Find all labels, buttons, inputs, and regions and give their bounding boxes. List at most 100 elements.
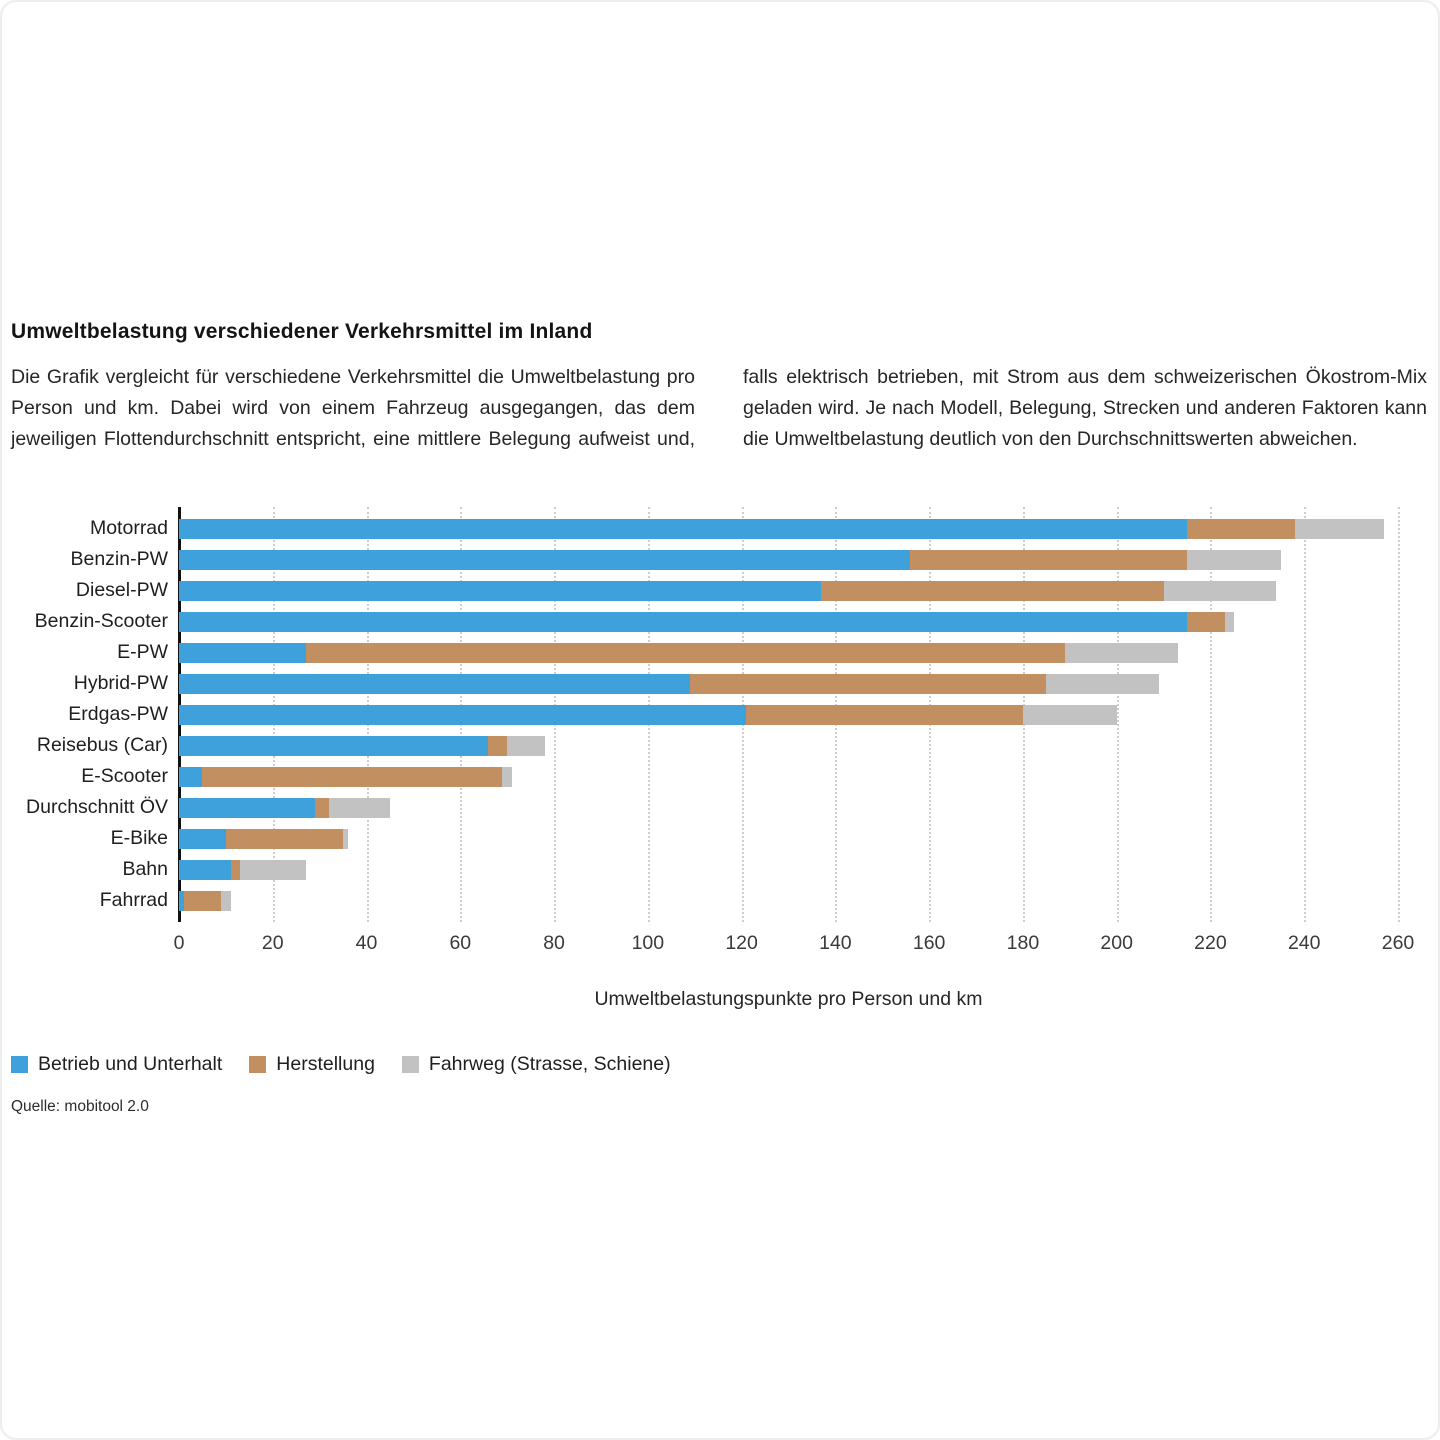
bar-segment [230, 859, 240, 880]
bar-segment [1046, 673, 1159, 694]
x-tick-label: 180 [1006, 932, 1040, 954]
bar-segment [179, 735, 489, 756]
intro-text: Die Grafik vergleicht für verschiedene V… [11, 366, 1427, 450]
stacked-bar [179, 580, 1398, 601]
chart-row: Durchschnitt ÖV [2, 792, 1438, 823]
category-label: Durchschnitt ÖV [26, 796, 168, 818]
x-tick-label: 20 [261, 932, 284, 954]
bar-segment [1294, 518, 1384, 539]
chart-row: Hybrid-PW [2, 668, 1438, 699]
bar-segment [183, 890, 222, 911]
bar-segment [343, 828, 348, 849]
chart-row: Bahn [2, 854, 1438, 885]
bar-segment [179, 518, 1188, 539]
bar-segment [1163, 580, 1277, 601]
stacked-bar [179, 766, 1398, 787]
bar-segment [329, 797, 390, 818]
category-label: E-PW [117, 641, 168, 663]
x-tick-label: 260 [1381, 932, 1415, 954]
chart-row: E-PW [2, 637, 1438, 668]
bar-segment [502, 766, 512, 787]
chart-rows: Motorrad Benzin-PW Diesel-PW Benzin-Scooter… [2, 513, 1438, 916]
stacked-bar [179, 890, 1398, 911]
bar-segment [821, 580, 1164, 601]
bar-segment [1065, 642, 1178, 663]
stacked-bar [179, 797, 1398, 818]
stacked-bar [179, 673, 1398, 694]
legend-item: Fahrweg (Strasse, Schiene) [401, 1053, 671, 1076]
category-label: Diesel-PW [75, 579, 168, 601]
legend-swatch [401, 1056, 419, 1073]
bar-segment [1022, 704, 1117, 725]
bar-segment [507, 735, 545, 756]
x-tick-label: 140 [819, 932, 852, 954]
category-label: Hybrid-PW [73, 672, 168, 694]
chart-row: Erdgas-PW [2, 699, 1438, 730]
legend-label: Fahrweg (Strasse, Schiene) [428, 1053, 671, 1075]
chart-row: Benzin-PW [2, 544, 1438, 575]
stacked-bar [179, 859, 1398, 880]
stacked-bar [179, 518, 1398, 539]
category-label: Benzin-Scooter [34, 610, 168, 632]
bar-segment [202, 766, 503, 787]
bar-segment [910, 549, 1187, 570]
bar-segment [179, 673, 691, 694]
bar-segment [221, 890, 231, 911]
bar-segment [1224, 611, 1234, 632]
chart-row: Fahrrad [2, 885, 1438, 916]
category-label: E-Bike [110, 827, 168, 849]
x-tick-label: 220 [1194, 932, 1227, 954]
x-tick-label: 100 [631, 932, 665, 954]
bar-segment [179, 890, 184, 911]
x-axis-label: Umweltbelastungspunkte pro Person und km [594, 988, 983, 1010]
bar-segment [179, 580, 822, 601]
bar-segment [305, 642, 1066, 663]
bar-segment [179, 611, 1188, 632]
bar-segment [179, 828, 226, 849]
bar-segment [179, 549, 911, 570]
chart-row: Benzin-Scooter [2, 606, 1438, 637]
legend-swatch [249, 1056, 267, 1073]
category-label: E-Scooter [81, 765, 168, 787]
x-tick-label: 200 [1100, 932, 1133, 954]
bar-segment [1187, 549, 1281, 570]
x-tick-label: 40 [355, 932, 378, 954]
bar-chart: Motorrad Benzin-PW Diesel-PW Benzin-Scooter… [2, 507, 1438, 922]
bar-segment [690, 673, 1047, 694]
bar-segment [179, 859, 231, 880]
category-label: Motorrad [89, 517, 168, 539]
bar-segment [488, 735, 508, 756]
stacked-bar [179, 735, 1398, 756]
x-axis-ticks: 0 20 40 60 80 100 120 140 160 180 200 220 240 260 [174, 932, 1415, 958]
legend-item: Betrieb und Unterhalt [11, 1053, 222, 1076]
stacked-bar [179, 704, 1398, 725]
category-label: Erdgas-PW [68, 703, 168, 725]
x-tick-label: 0 [173, 932, 185, 954]
bar-segment [179, 766, 203, 787]
x-tick-label: 240 [1287, 932, 1321, 954]
category-label: Bahn [122, 858, 168, 880]
chart-row: Reisebus (Car) [2, 730, 1438, 761]
x-tick-label: 160 [912, 932, 946, 954]
stacked-bar [179, 828, 1398, 849]
source-text: Quelle: mobitool 2.0 [11, 1098, 149, 1115]
bar-segment [314, 797, 330, 818]
bar-segment [239, 859, 306, 880]
chart-row: E-Bike [2, 823, 1438, 854]
bar-segment [179, 797, 315, 818]
x-tick-label: 120 [725, 932, 758, 954]
bar-segment [746, 704, 1023, 725]
chart-row: Motorrad [2, 513, 1438, 544]
legend-label: Betrieb und Unterhalt [38, 1053, 223, 1075]
legend-label: Herstellung [276, 1053, 375, 1075]
chart-title: Umweltbelastung verschiedener Verkehrsmi… [11, 320, 593, 343]
category-label: Benzin-PW [70, 548, 168, 570]
x-tick-label: 60 [449, 932, 472, 954]
x-tick-label: 80 [543, 932, 565, 954]
bar-segment [179, 704, 747, 725]
bar-segment [225, 828, 344, 849]
stacked-bar [179, 611, 1398, 632]
stacked-bar [179, 642, 1398, 663]
legend: Betrieb und Unterhalt Herstellung Fahrweg … [11, 1053, 671, 1076]
